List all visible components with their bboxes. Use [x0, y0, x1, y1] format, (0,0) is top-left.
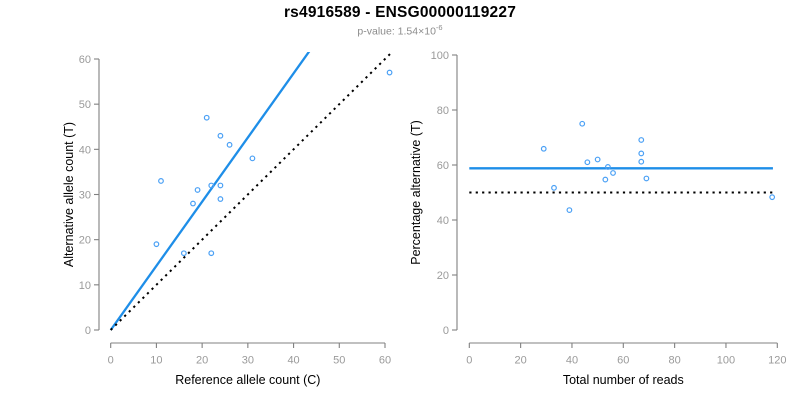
y-tick-label: 0 — [85, 325, 91, 337]
identity-line — [109, 52, 393, 331]
x-axis-title: Reference allele count (C) — [175, 373, 320, 387]
data-point — [584, 159, 591, 166]
fit-line — [109, 52, 311, 331]
data-point — [158, 178, 164, 184]
data-point — [638, 137, 645, 143]
y-axis-title: Percentage alternative (T) — [409, 120, 423, 265]
y-tick-label: 40 — [437, 215, 449, 227]
x-tick-label: 20 — [196, 355, 208, 367]
x-tick-label: 0 — [108, 355, 114, 367]
x-tick-label: 120 — [768, 355, 786, 367]
data-point — [605, 164, 611, 170]
data-point — [217, 182, 224, 189]
p-value-subtitle: p-value: 1.54×10-6 — [0, 23, 800, 38]
x-tick-label: 0 — [466, 355, 472, 367]
x-tick-label: 30 — [242, 355, 254, 367]
data-point — [610, 170, 616, 176]
x-tick-label: 10 — [150, 355, 162, 367]
data-point — [579, 120, 586, 127]
y-tick-label: 60 — [437, 160, 449, 172]
y-tick-label: 100 — [431, 50, 449, 62]
p-value-exponent: -6 — [435, 23, 443, 32]
data-point — [769, 194, 776, 201]
x-axis-title: Total number of reads — [563, 373, 684, 387]
x-tick-label: 60 — [379, 355, 391, 367]
data-point — [217, 196, 224, 202]
data-point — [638, 158, 645, 165]
data-point — [180, 250, 187, 257]
allele-counts-scatter: 0 10 20 30 40 50 60 0 10 20 30 40 50 60 Reference alle… — [62, 52, 393, 387]
data-point — [566, 207, 573, 214]
y-tick-label: 30 — [79, 190, 91, 202]
y-tick-label: 60 — [79, 54, 91, 66]
x-tick-label: 40 — [566, 355, 578, 367]
data-point — [190, 200, 196, 207]
data-point — [594, 156, 601, 163]
data-point — [208, 182, 215, 189]
x-tick-label: 20 — [515, 355, 527, 367]
figure-header: rs4916589 - ENSG00000119227 p-value: 1.5… — [0, 4, 800, 38]
data-point — [203, 114, 210, 121]
y-tick-label: 0 — [443, 325, 449, 337]
x-tick-label: 100 — [717, 355, 735, 367]
data-point — [602, 176, 609, 183]
percentage-vs-reads-scatter: 0 20 40 60 80 100 0 20 40 60 80 100 120 Total number … — [409, 50, 786, 387]
x-tick-label: 80 — [669, 355, 681, 367]
data-point — [208, 250, 215, 257]
y-tick-label: 10 — [79, 280, 91, 292]
y-tick-label: 20 — [437, 270, 449, 282]
y-tick-label: 80 — [437, 105, 449, 117]
data-point — [194, 187, 201, 193]
data-point — [643, 175, 650, 182]
data-point — [540, 145, 547, 152]
data-point — [217, 132, 224, 139]
y-tick-label: 40 — [79, 144, 91, 156]
x-tick-label: 40 — [287, 355, 299, 367]
y-tick-label: 20 — [79, 235, 91, 247]
data-point — [638, 150, 645, 157]
x-tick-label: 50 — [333, 355, 345, 367]
data-point — [153, 241, 160, 248]
data-point — [249, 155, 256, 162]
y-axis-title: Alternative allele count (T) — [62, 122, 76, 267]
p-value-text: p-value: 1.54×10 — [357, 25, 436, 38]
data-point — [386, 69, 393, 76]
data-point — [226, 141, 233, 148]
figure-title: rs4916589 - ENSG00000119227 — [283, 4, 517, 21]
y-tick-label: 50 — [79, 99, 91, 111]
x-tick-label: 60 — [617, 355, 629, 367]
data-point — [551, 184, 557, 191]
